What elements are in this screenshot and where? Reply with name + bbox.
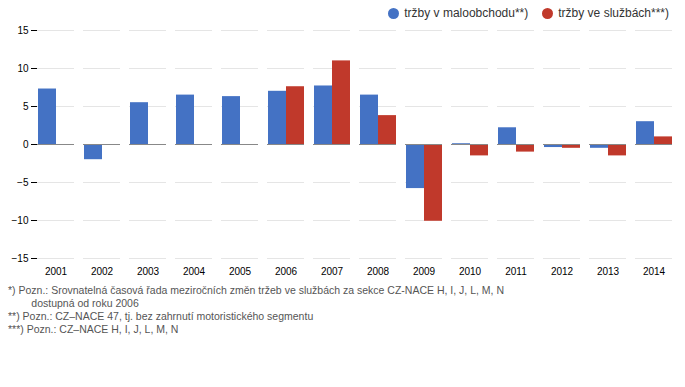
svg-text:2014: 2014 — [643, 266, 666, 277]
html-text:**) Pozn.: CZ–NACE 47, tj. bez: **) Pozn.: CZ–NACE 47, tj. bez zahrnutí … — [8, 310, 314, 322]
svg-text:2011: 2011 — [505, 266, 527, 277]
svg-text:2001: 2001 — [45, 266, 68, 277]
svg-text:5: 5 — [23, 101, 29, 112]
svg-text:2009: 2009 — [413, 266, 436, 277]
svg-text:2013: 2013 — [597, 266, 620, 277]
html-text:***) Pozn.: CZ–NACE H, I, J, L: ***) Pozn.: CZ–NACE H, I, J, L, M, N — [8, 323, 179, 335]
svg-text:−5: −5 — [17, 177, 29, 188]
svg-text:−10: −10 — [12, 215, 29, 226]
svg-text:2007: 2007 — [321, 266, 344, 277]
svg-text:−15: −15 — [12, 253, 29, 264]
svg-text:2012: 2012 — [551, 266, 574, 277]
svg-text:2005: 2005 — [229, 266, 252, 277]
svg-text:15: 15 — [17, 25, 29, 36]
svg-text:2003: 2003 — [137, 266, 160, 277]
svg-text:2010: 2010 — [459, 266, 482, 277]
svg-text:0: 0 — [23, 139, 29, 150]
html-text:*) Pozn.: Srovnatelná časová ř: *) Pozn.: Srovnatelná časová řada meziro… — [8, 284, 504, 296]
svg-text:2002: 2002 — [91, 266, 114, 277]
html-text:tržby ve službách***): tržby ve službách***) — [558, 6, 669, 20]
svg-text:10: 10 — [17, 63, 29, 74]
svg-text:2008: 2008 — [367, 266, 390, 277]
html-text:dostupná od roku 2006: dostupná od roku 2006 — [8, 297, 139, 309]
svg-text:2006: 2006 — [275, 266, 298, 277]
svg-text:2004: 2004 — [183, 266, 206, 277]
html-text:tržby v maloobchodu**): tržby v maloobchodu**) — [404, 6, 529, 20]
